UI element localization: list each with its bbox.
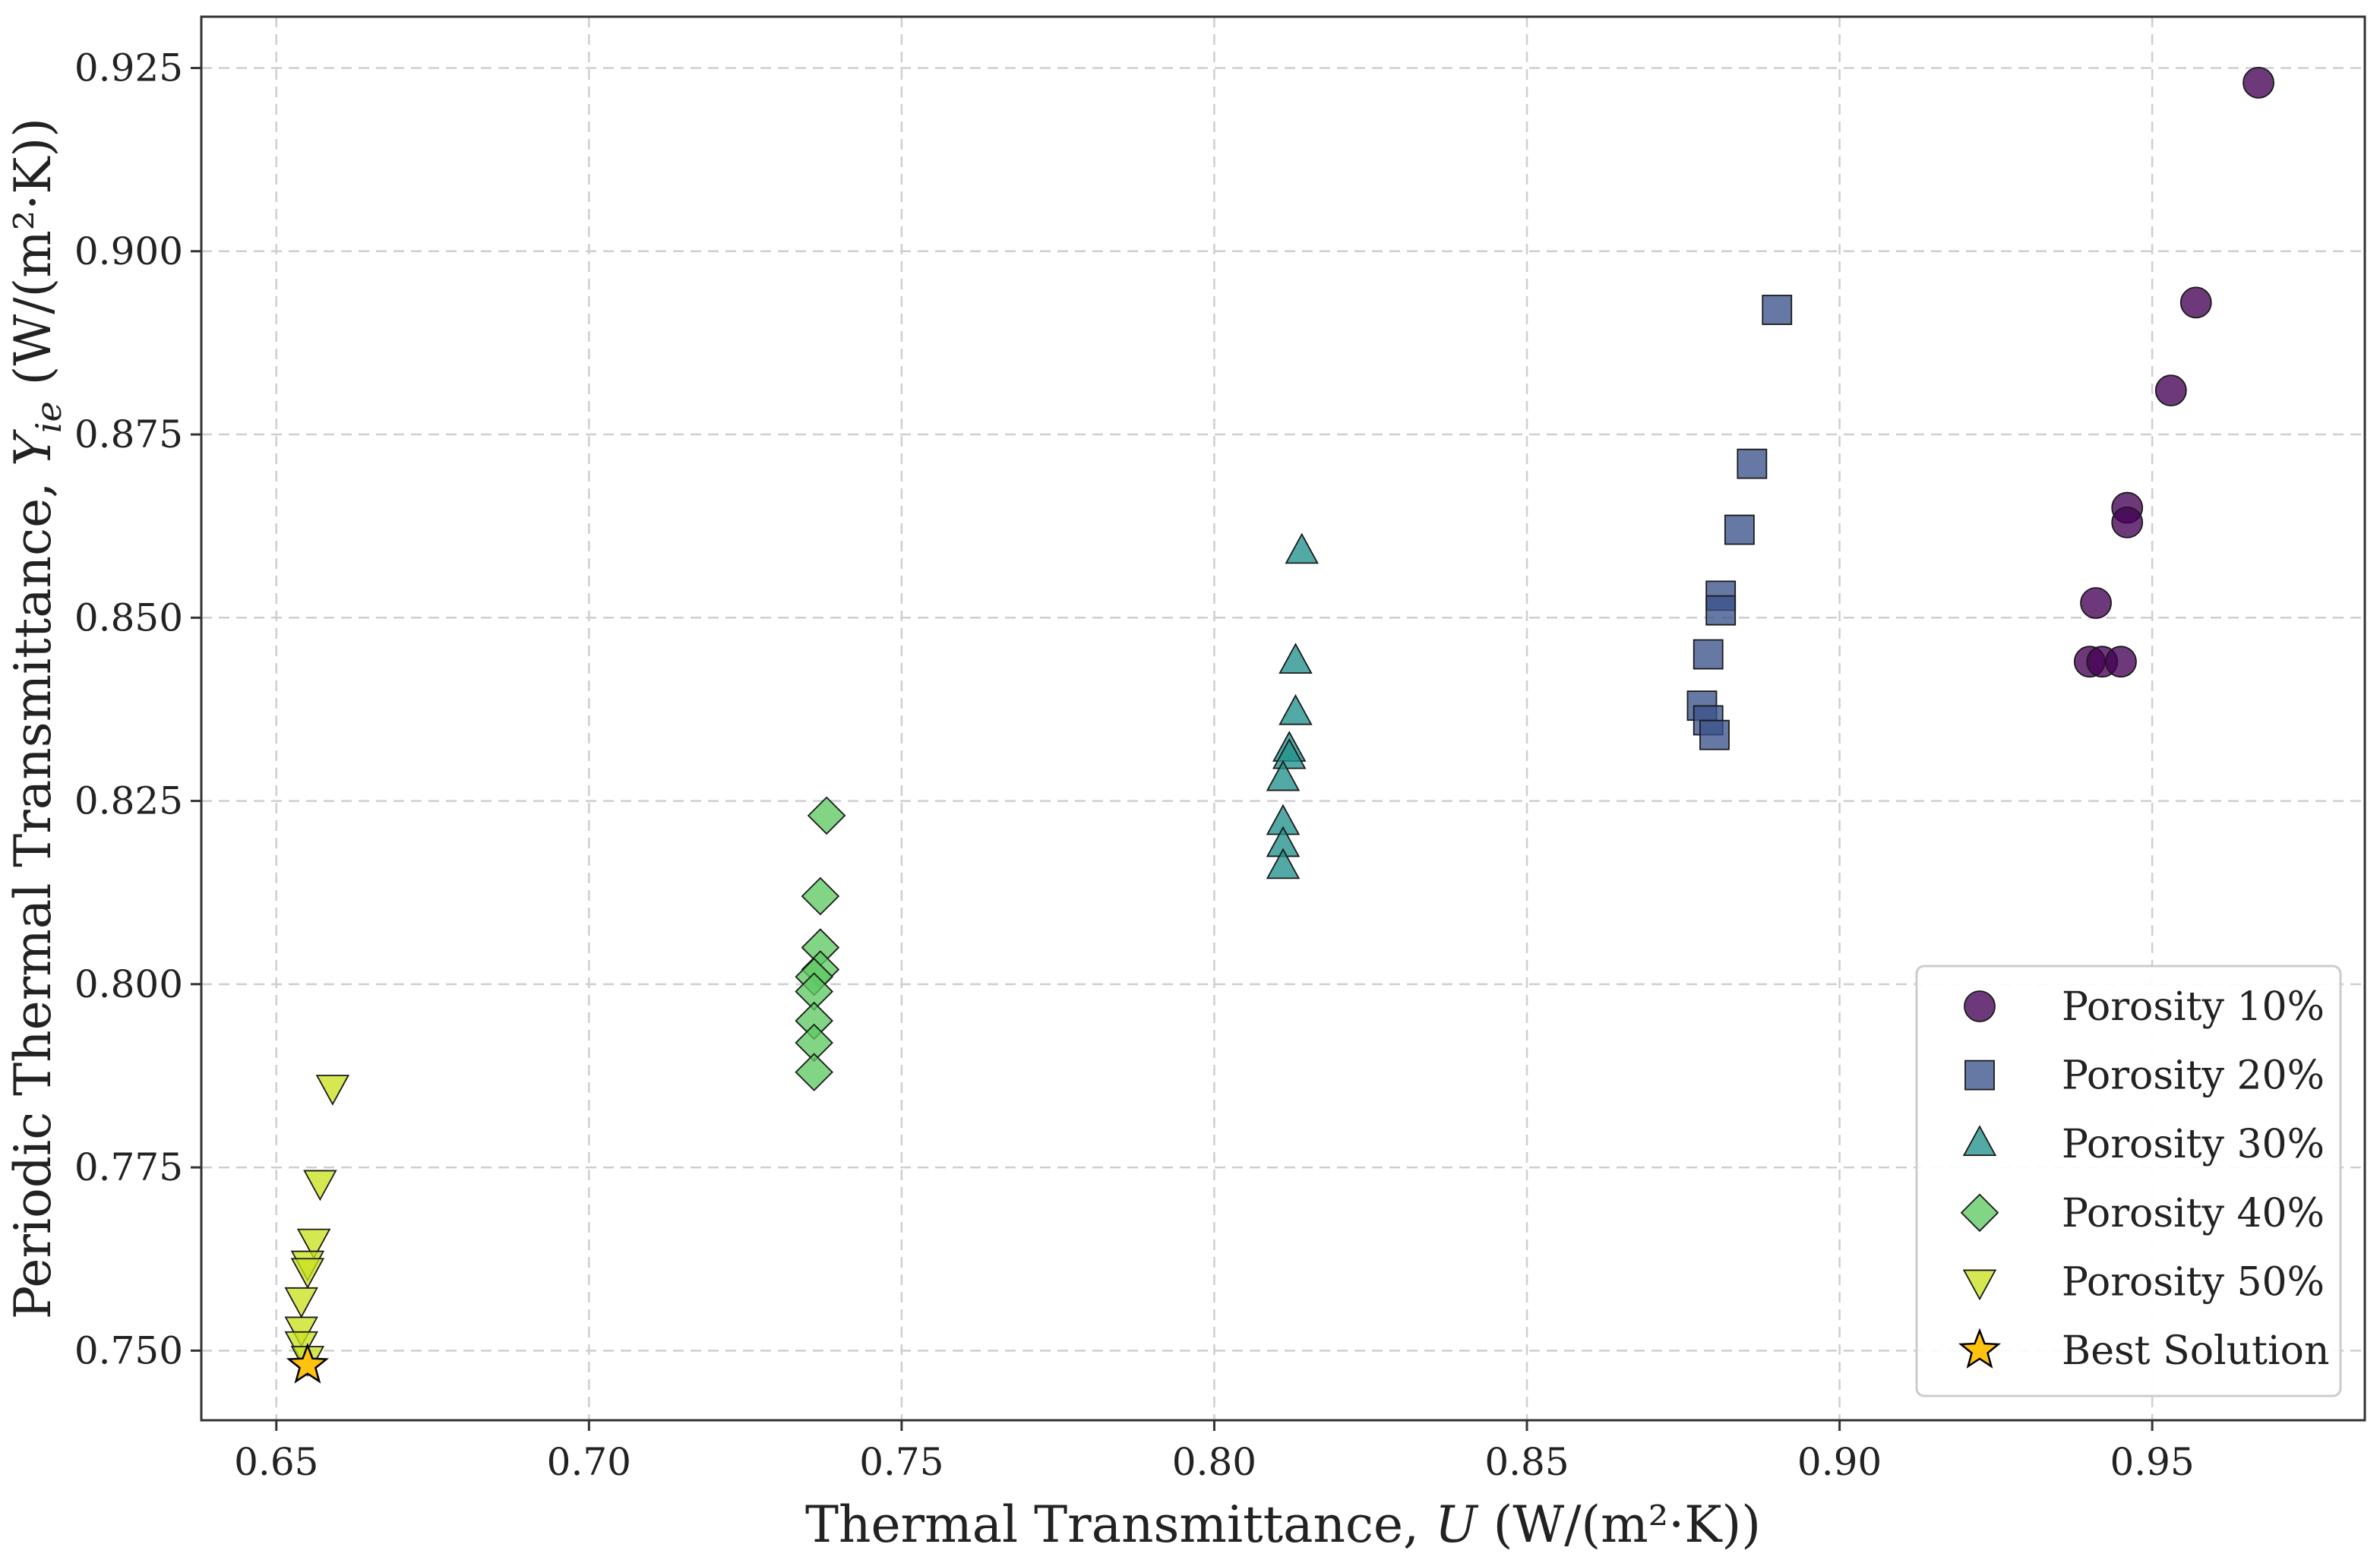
- data-point-porosity-10: [2243, 66, 2274, 99]
- data-point-porosity-20: [1693, 639, 1724, 670]
- legend-item-best-solution: Best Solution: [1958, 1328, 2329, 1374]
- data-point-porosity-20: [1705, 595, 1737, 626]
- legend-box: [1915, 965, 2342, 1397]
- data-point-porosity-40: [795, 1053, 833, 1091]
- y-tick-label: 0.750: [74, 1328, 183, 1372]
- data-point-porosity-10: [2154, 374, 2187, 407]
- y-tick-label: 0.850: [74, 595, 183, 639]
- x-tick-label: 0.70: [547, 1440, 631, 1484]
- data-point-porosity-20: [1699, 719, 1730, 750]
- legend-item-porosity-20: Porosity 20%: [1964, 1053, 2325, 1099]
- data-point-porosity-30: [1272, 737, 1307, 769]
- x-tick-label: 0.80: [1172, 1440, 1256, 1484]
- data-point-porosity-10: [2080, 587, 2112, 619]
- data-point-porosity-50: [284, 1287, 318, 1318]
- data-point-porosity-10: [2105, 646, 2137, 678]
- legend: Porosity 10% Porosity 20% Porosity 30% Poro…: [1915, 965, 2342, 1397]
- legend-marker-porosity-20: [1964, 1059, 1995, 1091]
- data-point-porosity-20: [1737, 448, 1768, 479]
- legend-marker-porosity-10: [1964, 990, 1996, 1022]
- legend-label: Porosity 50%: [2062, 1259, 2325, 1305]
- plot-frame: [200, 15, 2366, 1422]
- x-axis-label: Thermal Transmittance, U (W/(m²·K)): [805, 1495, 1761, 1554]
- legend-marker-porosity-40: [1960, 1193, 1999, 1233]
- data-point-porosity-30: [1278, 643, 1313, 674]
- y-axis-label: Periodic Thermal Transmittance, Yie (W/(…: [4, 118, 69, 1319]
- y-tick-label: 0.875: [74, 412, 183, 456]
- legend-label: Porosity 10%: [2062, 984, 2325, 1030]
- legend-marker-best-solution: [1958, 1328, 2002, 1369]
- y-tick-label: 0.825: [74, 779, 183, 823]
- data-point-best-solution: [286, 1343, 330, 1384]
- legend-item-porosity-30: Porosity 30%: [1962, 1122, 2325, 1167]
- data-point-porosity-40: [801, 876, 840, 916]
- legend-label: Porosity 20%: [2062, 1053, 2325, 1099]
- data-point-porosity-10: [2179, 286, 2212, 319]
- data-point-porosity-10: [2111, 506, 2144, 538]
- y-tick-label: 0.925: [74, 46, 183, 90]
- legend-label: Best Solution: [2062, 1328, 2329, 1374]
- data-point-porosity-50: [290, 1258, 325, 1290]
- x-tick-label: 0.95: [2110, 1440, 2194, 1484]
- y-tick-label: 0.775: [74, 1145, 183, 1189]
- data-point-porosity-30: [1285, 532, 1319, 564]
- data-point-porosity-30: [1266, 848, 1301, 879]
- axis-ticks: 0.65 0.70 0.75 0.80 0.85 0.90 0.95 0.750 0.775 0.…: [74, 46, 2195, 1484]
- y-tick-label: 0.900: [74, 229, 183, 273]
- legend-item-porosity-50: Porosity 50%: [1962, 1259, 2325, 1305]
- legend-marker-porosity-50: [1962, 1269, 1997, 1301]
- data-point-porosity-50: [315, 1075, 350, 1106]
- data-point-porosity-20: [1762, 295, 1793, 325]
- data-point-porosity-40: [807, 796, 846, 835]
- data-point-porosity-50: [303, 1170, 337, 1202]
- legend-marker-porosity-30: [1962, 1125, 1997, 1157]
- legend-label: Porosity 40%: [2062, 1191, 2325, 1236]
- legend-item-porosity-40: Porosity 40%: [1960, 1191, 2325, 1236]
- legend-label: Porosity 30%: [2062, 1122, 2325, 1167]
- x-tick-label: 0.90: [1797, 1440, 1882, 1484]
- data-point-porosity-20: [1724, 514, 1755, 545]
- legend-item-porosity-10: Porosity 10%: [1964, 984, 2325, 1030]
- data-point-porosity-50: [296, 1228, 331, 1260]
- data-point-porosity-30: [1266, 759, 1301, 791]
- x-tick-label: 0.65: [234, 1440, 318, 1484]
- y-tick-label: 0.800: [74, 962, 183, 1006]
- data-points: [284, 66, 2274, 1384]
- data-point-porosity-30: [1278, 693, 1313, 725]
- x-tick-label: 0.75: [859, 1440, 943, 1484]
- x-tick-label: 0.85: [1484, 1440, 1569, 1484]
